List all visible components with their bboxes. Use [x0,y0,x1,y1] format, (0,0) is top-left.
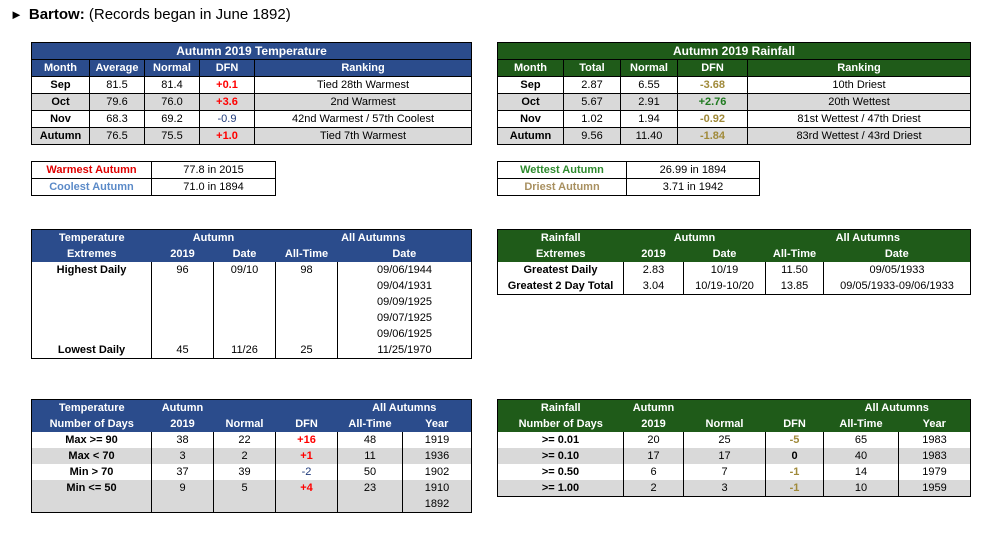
temp-records-table: Warmest Autumn 77.8 in 2015 Coolest Autu… [31,161,276,196]
table-row: Warmest Autumn 77.8 in 2015 [31,161,276,179]
table-row: Max >= 90 38 22 +16 48 1919 [31,432,472,448]
col-header: Ranking [253,59,473,77]
table-row: Max < 70 3 2 +1 11 1936 [31,448,472,464]
arrow-icon: ► [10,7,23,22]
rain-records-table: Wettest Autumn 26.99 in 1894 Driest Autu… [497,161,760,196]
table-row: >= 1.00 2 3 -1 10 1959 [497,480,971,497]
temp-summary-title: Autumn 2019 Temperature [30,42,473,60]
table-row: Nov 68.3 69.2 -0.9 42nd Warmest / 57th C… [31,110,473,128]
table-row: Greatest 2 Day Total 3.04 10/19-10/20 13… [497,278,971,295]
table-row: Min <= 50 9 5 +4 23 1910 [31,480,472,496]
col-header: Month [31,59,90,77]
col-header: DFN [199,59,255,77]
table-row: Driest Autumn 3.71 in 1942 [497,178,760,196]
col-header: Ranking [747,59,971,77]
table-row: Oct 5.67 2.91 +2.76 20th Wettest [497,93,971,111]
table-row: Min > 70 37 39 -2 50 1902 [31,464,472,480]
table-row: Nov 1.02 1.94 -0.92 81st Wettest / 47th … [497,110,971,128]
station-name: Bartow: [28,6,85,23]
table-row: Autumn 76.5 75.5 +1.0 Tied 7th Warmest [31,127,473,145]
col-header: Average [89,59,145,77]
col-header: Month [497,59,564,77]
rain-summary-title: Autumn 2019 Rainfall [497,42,971,60]
rain-extremes-table: Rainfall Autumn All Autumns Extremes 201… [497,229,972,295]
table-row: Sep 2.87 6.55 -3.68 10th Driest [497,76,971,94]
col-header: Total [563,59,621,77]
table-row: >= 0.01 20 25 -5 65 1983 [497,432,971,448]
col-header: Normal [144,59,200,77]
table-row: Highest Daily 96 09/10 98 09/06/1944 [31,262,472,278]
table-row: Autumn 9.56 11.40 -1.84 83rd Wettest / 4… [497,127,971,145]
temp-days-table: Temperature Autumn All Autumns Number of… [31,399,472,513]
table-row: >= 0.50 6 7 -1 14 1979 [497,464,971,480]
table-row: Wettest Autumn 26.99 in 1894 [497,161,760,179]
page-title: ► Bartow: (Records began in June 1892) [10,4,291,26]
col-header: Normal [620,59,678,77]
rain-summary-table: Autumn 2019 Rainfall Month Total Normal … [497,42,971,145]
temp-summary-table: Autumn 2019 Temperature Month Average No… [30,42,473,145]
records-note: (Records began in June 1892) [88,6,291,23]
table-row: Sep 81.5 81.4 +0.1 Tied 28th Warmest [31,76,473,94]
table-row: Lowest Daily 45 11/26 25 11/25/1970 [31,342,472,359]
temp-extremes-table: Temperature Autumn All Autumns Extremes … [31,229,473,359]
table-row: Coolest Autumn 71.0 in 1894 [31,178,276,196]
rain-days-table: Rainfall Autumn All Autumns Number of Da… [497,399,971,497]
table-row: Greatest Daily 2.83 10/19 11.50 09/05/19… [497,262,971,278]
table-row: >= 0.10 17 17 0 40 1983 [497,448,971,464]
col-header: DFN [677,59,748,77]
table-row: Oct 79.6 76.0 +3.6 2nd Warmest [31,93,473,111]
